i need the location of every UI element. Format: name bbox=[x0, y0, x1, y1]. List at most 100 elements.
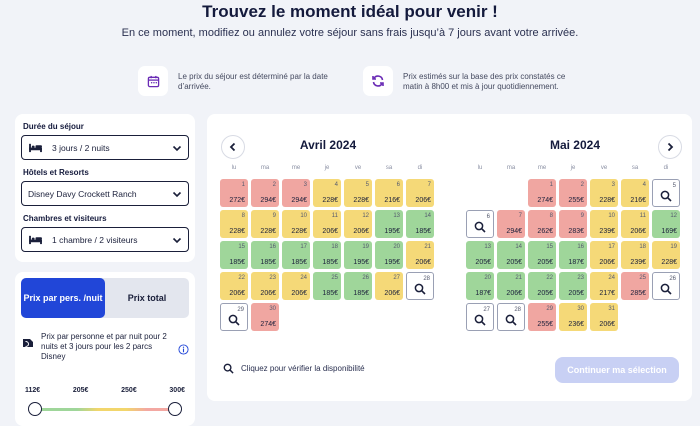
price-slider-min-handle[interactable] bbox=[28, 402, 42, 416]
day-cell[interactable]: 28 bbox=[406, 272, 434, 300]
day-cell[interactable]: 2 294€ bbox=[251, 179, 279, 207]
day-cell[interactable]: 17 206€ bbox=[590, 241, 618, 269]
day-cell[interactable]: 13 195€ bbox=[375, 210, 403, 238]
day-cell[interactable]: 4 228€ bbox=[313, 179, 341, 207]
day-cell[interactable]: 7 294€ bbox=[497, 210, 525, 238]
day-price: 187€ bbox=[568, 259, 584, 266]
price-slider-track[interactable] bbox=[35, 408, 175, 411]
day-cell[interactable]: 2 255€ bbox=[559, 179, 587, 207]
day-number: 26 bbox=[669, 276, 676, 282]
day-price: 206€ bbox=[599, 321, 615, 328]
day-cell[interactable]: 29 255€ bbox=[528, 303, 556, 331]
day-cell[interactable]: 20 187€ bbox=[466, 272, 494, 300]
day-cell[interactable]: 4 216€ bbox=[621, 179, 649, 207]
day-cell[interactable]: 27 206€ bbox=[375, 272, 403, 300]
day-cell[interactable]: 23 205€ bbox=[559, 272, 587, 300]
empty-cell bbox=[497, 179, 525, 207]
day-price: 228€ bbox=[661, 259, 677, 266]
day-cell[interactable]: 7 206€ bbox=[406, 179, 434, 207]
day-price: 217€ bbox=[599, 290, 615, 297]
day-price: 195€ bbox=[384, 259, 400, 266]
day-cell[interactable]: 31 206€ bbox=[590, 303, 618, 331]
day-cell[interactable]: 8 262€ bbox=[528, 210, 556, 238]
day-number: 8 bbox=[549, 213, 553, 219]
day-cell[interactable]: 19 195€ bbox=[344, 241, 372, 269]
day-cell[interactable]: 16 187€ bbox=[559, 241, 587, 269]
day-cell[interactable]: 5 228€ bbox=[344, 179, 372, 207]
duration-select[interactable]: 3 jours / 2 nuits bbox=[21, 135, 189, 160]
day-price: 272€ bbox=[229, 197, 245, 204]
day-cell[interactable]: 14 185€ bbox=[406, 210, 434, 238]
day-number: 30 bbox=[577, 306, 584, 312]
day-cell[interactable]: 25 185€ bbox=[313, 272, 341, 300]
day-cell[interactable]: 9 283€ bbox=[559, 210, 587, 238]
day-cell[interactable]: 9 228€ bbox=[251, 210, 279, 238]
day-cell[interactable]: 21 206€ bbox=[497, 272, 525, 300]
day-cell[interactable]: 24 217€ bbox=[590, 272, 618, 300]
day-price: 274€ bbox=[537, 197, 553, 204]
rooms-value: 1 chambre / 2 visiteurs bbox=[52, 234, 138, 245]
hotel-select[interactable]: Disney Davy Crockett Ranch bbox=[21, 181, 189, 206]
day-cell[interactable]: 25 285€ bbox=[621, 272, 649, 300]
slider-tick: 112€ bbox=[25, 387, 41, 394]
day-price: 205€ bbox=[475, 259, 491, 266]
day-cell[interactable]: 27 bbox=[466, 303, 494, 331]
day-price: 185€ bbox=[322, 290, 338, 297]
day-cell[interactable]: 21 206€ bbox=[406, 241, 434, 269]
day-cell[interactable]: 13 205€ bbox=[466, 241, 494, 269]
day-price: 185€ bbox=[415, 228, 431, 235]
day-cell[interactable]: 26 185€ bbox=[344, 272, 372, 300]
day-cell[interactable]: 22 205€ bbox=[528, 272, 556, 300]
day-number: 17 bbox=[608, 244, 615, 250]
day-cell[interactable]: 28 bbox=[497, 303, 525, 331]
rooms-select[interactable]: 1 chambre / 2 visiteurs bbox=[21, 227, 189, 252]
day-cell[interactable]: 15 205€ bbox=[528, 241, 556, 269]
day-cell[interactable]: 18 185€ bbox=[313, 241, 341, 269]
price-slider-max-handle[interactable] bbox=[168, 402, 182, 416]
day-cell[interactable]: 8 228€ bbox=[220, 210, 248, 238]
day-number: 12 bbox=[670, 213, 677, 219]
day-cell[interactable]: 15 185€ bbox=[220, 241, 248, 269]
day-cell[interactable]: 20 195€ bbox=[375, 241, 403, 269]
info-text: Prix estimés sur la base des prix consta… bbox=[403, 72, 566, 91]
day-cell[interactable]: 1 272€ bbox=[220, 179, 248, 207]
total-price-toggle-button[interactable]: Prix total bbox=[127, 293, 167, 303]
day-cell[interactable]: 12 169€ bbox=[652, 210, 680, 238]
day-price: 236€ bbox=[568, 321, 584, 328]
next-month-button[interactable] bbox=[658, 135, 682, 159]
day-cell[interactable]: 3 228€ bbox=[590, 179, 618, 207]
continue-selection-button[interactable]: Continuer ma sélection bbox=[555, 357, 679, 383]
day-cell[interactable]: 23 206€ bbox=[251, 272, 279, 300]
day-cell[interactable]: 11 206€ bbox=[313, 210, 341, 238]
day-cell[interactable]: 30 236€ bbox=[559, 303, 587, 331]
day-cell[interactable]: 5 bbox=[652, 179, 680, 207]
day-cell[interactable]: 12 206€ bbox=[344, 210, 372, 238]
day-number: 16 bbox=[269, 244, 276, 250]
day-cell[interactable]: 6 216€ bbox=[375, 179, 403, 207]
day-cell[interactable]: 11 206€ bbox=[621, 210, 649, 238]
day-cell[interactable]: 29 bbox=[220, 303, 248, 331]
day-cell[interactable]: 19 228€ bbox=[652, 241, 680, 269]
calendar-panel: Avril 2024 Mai 2024 lu ma me je ve sa di… bbox=[207, 114, 692, 401]
day-cell[interactable]: 17 185€ bbox=[282, 241, 310, 269]
prev-month-button[interactable] bbox=[221, 135, 245, 159]
day-cell[interactable]: 6 bbox=[466, 210, 494, 238]
day-number: 11 bbox=[331, 213, 338, 219]
day-cell[interactable]: 3 294€ bbox=[282, 179, 310, 207]
day-cell[interactable]: 26 bbox=[652, 272, 680, 300]
day-cell[interactable]: 10 228€ bbox=[282, 210, 310, 238]
info-icon[interactable] bbox=[178, 344, 189, 355]
day-cell[interactable]: 18 239€ bbox=[621, 241, 649, 269]
availability-hint-text: Cliquez pour vérifier la disponibilité bbox=[241, 364, 365, 373]
day-number: 2 bbox=[580, 182, 584, 188]
per-person-toggle-button[interactable]: Prix par pers. /nuit bbox=[21, 278, 105, 318]
day-cell[interactable]: 14 205€ bbox=[497, 241, 525, 269]
day-cell[interactable]: 30 274€ bbox=[251, 303, 279, 331]
day-cell[interactable]: 16 185€ bbox=[251, 241, 279, 269]
day-price: 206€ bbox=[291, 290, 307, 297]
day-number: 20 bbox=[484, 275, 491, 281]
day-cell[interactable]: 24 206€ bbox=[282, 272, 310, 300]
day-cell[interactable]: 1 274€ bbox=[528, 179, 556, 207]
day-cell[interactable]: 10 239€ bbox=[590, 210, 618, 238]
day-cell[interactable]: 22 206€ bbox=[220, 272, 248, 300]
